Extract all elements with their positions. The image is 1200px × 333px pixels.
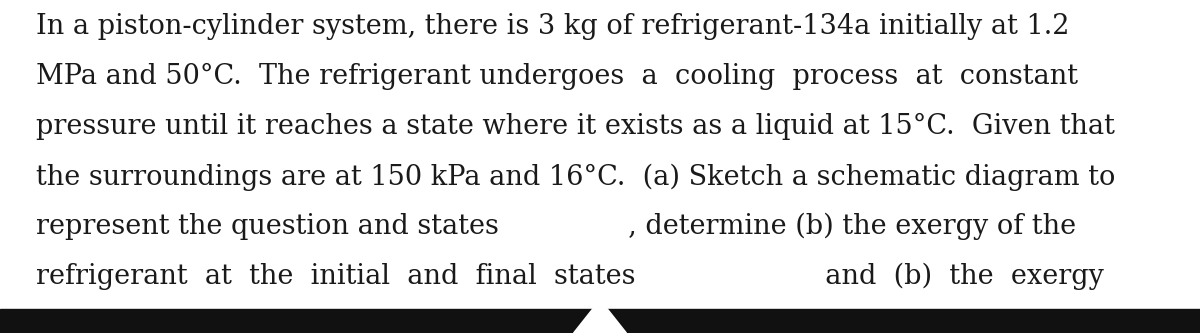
Text: destruction during this process                  .: destruction during this process .	[36, 313, 631, 333]
Text: MPa and 50°C.  The refrigerant undergoes  a  cooling  process  at  constant: MPa and 50°C. The refrigerant undergoes …	[36, 63, 1078, 90]
Text: refrigerant  at  the  initial  and  final  states                      and  (b) : refrigerant at the initial and final sta…	[36, 263, 1104, 290]
Text: the surroundings are at 150 kPa and 16°C.  (a) Sketch a schematic diagram to: the surroundings are at 150 kPa and 16°C…	[36, 163, 1115, 190]
Text: pressure until it reaches a state where it exists as a liquid at 15°C.  Given th: pressure until it reaches a state where …	[36, 113, 1115, 140]
Text: In a piston-cylinder system, there is 3 kg of refrigerant-134a initially at 1.2: In a piston-cylinder system, there is 3 …	[36, 13, 1069, 40]
Text: represent the question and states               , determine (b) the exergy of th: represent the question and states , dete…	[36, 213, 1076, 240]
